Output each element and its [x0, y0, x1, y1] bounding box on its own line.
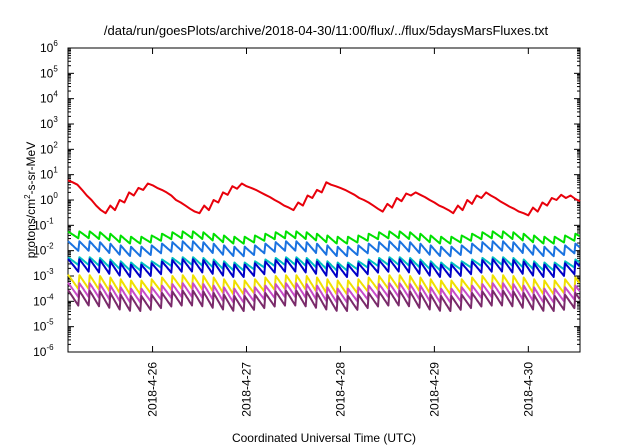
- y-tick-exponent: 1: [53, 166, 58, 175]
- y-tick-base: 10: [40, 193, 54, 207]
- x-axis-ticks: 2018-4-26 2018-4-27 2018-4-28 2018-4-29 2018…: [146, 48, 535, 417]
- y-tick-base: 10: [33, 218, 47, 232]
- y-tick-base: 10: [33, 345, 47, 359]
- series-line-8: [67, 289, 581, 312]
- y-tick-base: 10: [40, 142, 54, 156]
- y-tick-label: 10-4: [33, 292, 54, 308]
- y-tick-label: 106: [40, 39, 58, 55]
- y-tick-base: 10: [40, 92, 54, 106]
- y-axis-label: protons/cm2-s-sr-MeV: [23, 142, 38, 258]
- series-line-2: [67, 230, 581, 245]
- y-tick-exponent: -6: [46, 343, 54, 352]
- y-tick-exponent: -1: [46, 216, 54, 225]
- y-tick-base: 10: [33, 294, 47, 308]
- x-tick-label: 2018-4-28: [333, 362, 347, 417]
- y-tick-exponent: 2: [53, 140, 58, 149]
- y-axis-label-base: protons/cm: [24, 199, 38, 258]
- y-tick-exponent: 0: [53, 191, 58, 200]
- y-tick-exponent: -5: [46, 318, 54, 327]
- y-tick-base: 10: [33, 244, 47, 258]
- y-tick-label: 101: [40, 166, 58, 182]
- series-line-3: [67, 240, 581, 258]
- y-axis-label-rest: -s-sr-MeV: [24, 142, 38, 195]
- y-tick-label: 103: [40, 115, 58, 131]
- y-tick-exponent: 6: [53, 39, 58, 48]
- y-tick-exponent: -4: [46, 292, 54, 301]
- series-line-6: [67, 274, 581, 296]
- x-tick-label: 2018-4-30: [521, 362, 535, 417]
- y-tick-base: 10: [40, 117, 54, 131]
- y-tick-label: 100: [40, 191, 58, 207]
- y-tick-base: 10: [33, 320, 47, 334]
- y-tick-label: 10-6: [33, 343, 54, 359]
- y-tick-label: 104: [40, 90, 58, 106]
- y-tick-label: 10-2: [33, 242, 54, 258]
- x-tick-label: 2018-4-26: [146, 362, 160, 417]
- y-tick-exponent: 5: [53, 64, 58, 73]
- y-tick-exponent: -2: [46, 242, 54, 251]
- y-tick-label: 105: [40, 64, 58, 80]
- y-tick-label: 10-5: [33, 318, 54, 334]
- y-tick-exponent: 3: [53, 115, 58, 124]
- x-tick-label: 2018-4-27: [239, 362, 253, 417]
- chart-title: /data/run/goesPlots/archive/2018-04-30/1…: [104, 23, 549, 38]
- x-tick-label: 2018-4-29: [427, 362, 441, 417]
- y-tick-base: 10: [40, 41, 54, 55]
- series-line-7: [67, 282, 581, 304]
- series-line-1: [67, 179, 581, 217]
- series-line-5: [67, 258, 581, 278]
- y-tick-base: 10: [40, 168, 54, 182]
- y-tick-label: 10-3: [33, 267, 54, 283]
- x-axis-label: Coordinated Universal Time (UTC): [232, 431, 416, 445]
- series-group: [67, 179, 581, 312]
- y-axis-label-sup: 2: [23, 194, 32, 199]
- y-tick-exponent: 4: [53, 90, 58, 99]
- y-axis-ticks: 10-610-510-410-310-210-11001011021031041…: [33, 39, 580, 359]
- y-tick-base: 10: [40, 66, 54, 80]
- series-line-4: [67, 256, 581, 272]
- y-tick-base: 10: [33, 269, 47, 283]
- y-tick-exponent: -3: [46, 267, 54, 276]
- y-tick-label: 102: [40, 140, 58, 156]
- y-tick-label: 10-1: [33, 216, 54, 232]
